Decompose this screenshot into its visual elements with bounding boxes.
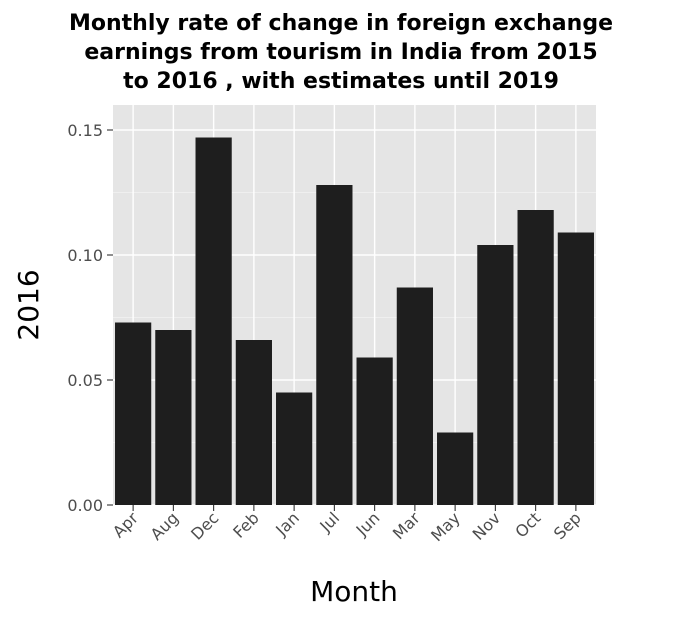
chart-title-line-1: Monthly rate of change in foreign exchan… — [69, 11, 613, 36]
x-axis-ticks: Apr Aug Dec Feb Jan Jul Jun Mar May Nov Oct Sep — [109, 505, 585, 545]
chart-title-line-2: earnings from tourism in India from 2015 — [84, 40, 597, 65]
bar-dec — [195, 137, 232, 505]
bar-aug — [155, 330, 192, 505]
bar-nov — [477, 245, 514, 505]
bar-may — [437, 432, 474, 505]
x-tick-label-may: May — [427, 508, 464, 545]
plot-panel — [113, 105, 596, 505]
y-axis-title: 2016 — [12, 269, 45, 340]
x-tick-label-jan: Jan — [271, 508, 303, 540]
y-tick-label: 0.10 — [67, 246, 103, 265]
bar-jun — [356, 357, 393, 505]
bar-jul — [316, 185, 353, 505]
y-tick-label: 0.00 — [67, 496, 103, 515]
x-tick-label-jun: Jun — [352, 508, 384, 540]
bar-feb — [235, 340, 272, 505]
x-tick-label-jul: Jul — [315, 508, 343, 536]
bar-mar — [396, 287, 433, 505]
bar-jan — [276, 392, 313, 505]
bar-apr — [115, 322, 152, 505]
x-tick-label-oct: Oct — [511, 508, 544, 541]
x-tick-label-mar: Mar — [389, 508, 424, 543]
chart-title-line-3: to 2016 , with estimates until 2019 — [123, 69, 559, 94]
x-tick-label-apr: Apr — [109, 508, 142, 541]
x-tick-label-feb: Feb — [229, 508, 262, 541]
x-axis-title: Month — [310, 575, 398, 608]
x-tick-label-nov: Nov — [469, 508, 505, 544]
y-tick-label: 0.15 — [67, 121, 103, 140]
x-tick-label-sep: Sep — [550, 508, 585, 543]
bar-oct — [517, 210, 554, 505]
y-tick-label: 0.05 — [67, 371, 103, 390]
x-tick-label-aug: Aug — [147, 508, 183, 544]
x-tick-label-dec: Dec — [187, 508, 222, 543]
bars — [115, 137, 594, 505]
y-axis-ticks: 0.00 0.05 0.10 0.15 — [67, 121, 113, 515]
bar-sep — [557, 232, 594, 505]
